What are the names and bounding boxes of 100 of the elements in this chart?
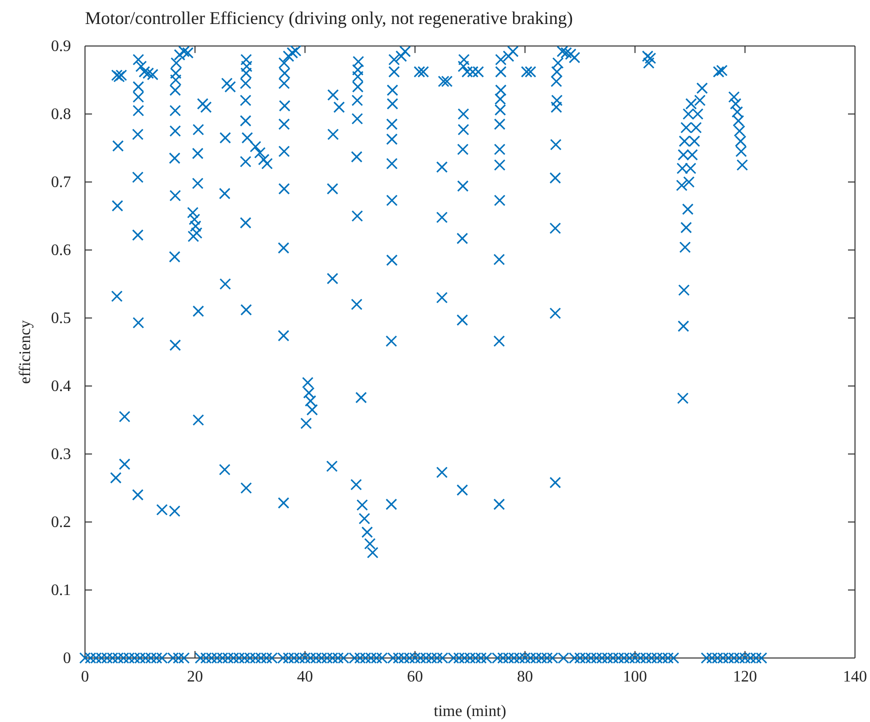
point	[494, 93, 506, 105]
point	[457, 180, 469, 192]
point	[467, 66, 478, 78]
point	[132, 229, 144, 241]
point	[493, 254, 505, 266]
point	[520, 66, 532, 78]
point	[240, 304, 252, 316]
point	[676, 180, 688, 192]
point	[278, 78, 290, 90]
point	[388, 66, 400, 78]
point	[192, 148, 204, 160]
point	[551, 94, 563, 106]
point	[250, 140, 262, 152]
point	[278, 242, 290, 254]
point	[734, 125, 746, 137]
point	[242, 132, 253, 144]
point	[118, 410, 130, 422]
point	[116, 69, 128, 81]
point	[240, 482, 252, 494]
point	[132, 317, 144, 329]
point	[386, 194, 398, 206]
point	[240, 60, 252, 72]
point	[303, 387, 315, 399]
point	[132, 171, 144, 183]
point	[550, 76, 562, 88]
point	[551, 66, 563, 78]
point	[111, 290, 123, 302]
point	[200, 101, 212, 113]
point	[436, 466, 448, 478]
point	[350, 151, 362, 163]
point	[188, 230, 200, 242]
point	[399, 46, 411, 58]
point	[352, 81, 364, 93]
y-tick-label: 0	[63, 650, 71, 668]
point	[170, 57, 182, 69]
point	[132, 91, 144, 103]
point	[132, 54, 144, 66]
point	[494, 159, 506, 171]
point	[358, 512, 370, 524]
point	[224, 81, 236, 93]
point	[494, 144, 506, 156]
point	[240, 156, 252, 168]
point	[118, 458, 130, 470]
point	[192, 124, 204, 136]
point	[685, 98, 697, 110]
point	[386, 84, 398, 96]
point	[352, 113, 363, 125]
point	[190, 227, 202, 239]
chart-title: Motor/controller Efficiency (driving only, not regenerative braking)	[85, 8, 573, 28]
point	[728, 91, 740, 103]
point	[734, 135, 746, 147]
point	[730, 98, 742, 110]
x-tick-label: 120	[733, 668, 757, 686]
y-tick-label: 0.8	[51, 106, 71, 124]
point	[386, 335, 398, 347]
point	[240, 67, 252, 79]
y-tick-label: 0.3	[51, 446, 71, 464]
point	[680, 222, 692, 234]
point	[278, 497, 290, 509]
point	[524, 66, 536, 78]
point	[278, 183, 290, 195]
point	[436, 161, 448, 173]
point	[350, 478, 362, 490]
point	[168, 152, 180, 164]
point	[220, 278, 231, 290]
point	[352, 70, 364, 82]
point	[240, 54, 252, 66]
point	[286, 47, 298, 59]
point	[132, 489, 144, 501]
point	[278, 100, 290, 112]
point	[169, 84, 181, 96]
y-tick-label: 0.2	[51, 514, 71, 532]
point	[218, 464, 230, 476]
point	[112, 140, 124, 152]
point	[560, 47, 572, 59]
point	[218, 188, 230, 200]
point	[414, 66, 426, 78]
point	[386, 98, 398, 110]
y-tick-label: 0.7	[51, 174, 71, 192]
y-tick-label: 0.1	[51, 582, 71, 600]
point	[696, 82, 708, 94]
point	[132, 128, 144, 140]
point	[732, 106, 744, 118]
point	[458, 60, 470, 72]
point	[493, 335, 505, 347]
point	[396, 50, 407, 62]
point	[456, 484, 468, 496]
x-tick-label: 80	[517, 668, 533, 686]
point	[169, 104, 181, 116]
point	[258, 154, 270, 166]
point	[436, 212, 448, 224]
point	[732, 115, 744, 127]
point	[220, 132, 231, 144]
point	[386, 498, 398, 510]
point	[495, 54, 507, 66]
point	[550, 222, 561, 234]
point	[326, 272, 338, 284]
point	[240, 217, 252, 229]
point	[278, 67, 290, 79]
point	[457, 144, 469, 156]
